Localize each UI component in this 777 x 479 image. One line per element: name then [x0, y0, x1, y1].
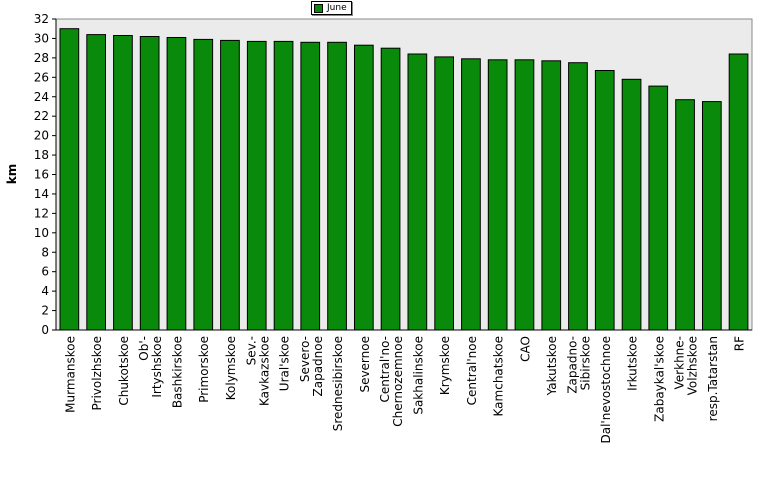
bar	[487, 59, 508, 331]
bar	[139, 36, 160, 331]
legend: June	[311, 1, 352, 15]
legend-label: June	[327, 3, 347, 13]
x-tick-label: RF	[733, 336, 747, 351]
x-tick-label: Irtyshskoe	[150, 336, 164, 398]
x-tick-label: Kolymskoe	[224, 336, 238, 400]
bar	[648, 85, 669, 331]
bar	[541, 60, 562, 331]
y-tick-label: 20	[34, 129, 49, 143]
bar	[380, 47, 401, 331]
bar	[193, 38, 214, 331]
plot-area	[55, 18, 753, 331]
bar	[220, 39, 240, 331]
bar	[568, 62, 588, 331]
bar	[702, 101, 722, 331]
x-tick-label: Krymskoe	[438, 336, 452, 395]
y-axis-title: km	[5, 164, 19, 184]
x-tick-label: resp.Tatarstan	[706, 336, 720, 421]
bar	[621, 78, 642, 331]
x-tick-label: Central'noe	[465, 336, 479, 405]
x-tick-label: Privolzhskoe	[90, 336, 104, 410]
x-tick-label: Severnoe	[358, 336, 372, 393]
x-tick-label: Murmanskoe	[63, 336, 77, 413]
bar	[86, 34, 107, 331]
x-tick-label: Severo-	[298, 336, 312, 382]
y-tick-label: 30	[34, 31, 49, 45]
bar	[461, 58, 481, 331]
y-tick-label: 18	[34, 148, 49, 162]
x-tick-label: CAO	[519, 336, 533, 362]
x-tick-label: Central'no-	[378, 336, 392, 403]
bar	[407, 53, 428, 331]
bar	[514, 59, 535, 331]
bar	[434, 56, 454, 331]
x-tick-label: Zapadno-	[566, 336, 580, 394]
x-tick-label: Sev.-	[244, 336, 258, 365]
x-tick-label: Zabaykal'skoe	[652, 336, 666, 422]
x-tick-label: Sakhalinskoe	[411, 336, 425, 415]
x-tick-label: Ural'skoe	[278, 336, 292, 391]
y-tick-label: 26	[34, 70, 49, 84]
x-tick-label: Volzhskoe	[686, 336, 700, 395]
x-tick-label: Primorskoe	[197, 336, 211, 403]
y-tick-label: 4	[41, 284, 49, 298]
x-tick-label: Dal'nevostochnoe	[599, 336, 613, 444]
y-tick-label: 14	[34, 187, 49, 201]
bar	[113, 35, 133, 331]
y-tick-label: 6	[41, 265, 49, 279]
x-tick-label: Chukotskoe	[117, 336, 131, 406]
bar	[166, 37, 187, 331]
bar	[675, 99, 695, 331]
x-tick-label: Chernozemnoe	[391, 336, 405, 427]
x-tick-label: Kavkazskoe	[257, 336, 271, 406]
bar	[728, 53, 749, 331]
y-tick-label: 28	[34, 51, 49, 65]
x-tick-label: Ob'-	[137, 336, 151, 361]
y-tick-label: 0	[41, 323, 49, 337]
x-tick-label: Kamchatskoe	[492, 336, 506, 416]
legend-swatch	[314, 3, 323, 13]
y-tick-label: 12	[34, 206, 49, 220]
bar	[246, 40, 267, 331]
bar	[300, 41, 321, 331]
y-tick-label: 24	[34, 90, 49, 104]
bar	[354, 44, 374, 331]
x-tick-label: Bashkirskoe	[171, 336, 185, 408]
bar	[327, 41, 347, 331]
y-tick-label: 2	[41, 304, 49, 318]
x-tick-label: Irkutskoe	[626, 336, 640, 391]
y-tick-label: 8	[41, 245, 49, 259]
y-tick-label: 16	[34, 168, 49, 182]
x-tick-label: Zapadnoe	[311, 336, 325, 397]
x-tick-label: Sibirskoe	[579, 336, 593, 390]
x-tick-label: Yakutskoe	[545, 336, 559, 396]
bar	[594, 70, 615, 331]
bar	[59, 28, 80, 331]
y-tick-label: 10	[34, 226, 49, 240]
y-tick-label: 32	[34, 12, 49, 26]
y-tick-label: 22	[34, 109, 49, 123]
bar	[273, 40, 294, 331]
x-tick-label: Verkhne-	[673, 336, 687, 389]
x-tick-label: Srednesibirskoe	[331, 336, 345, 431]
